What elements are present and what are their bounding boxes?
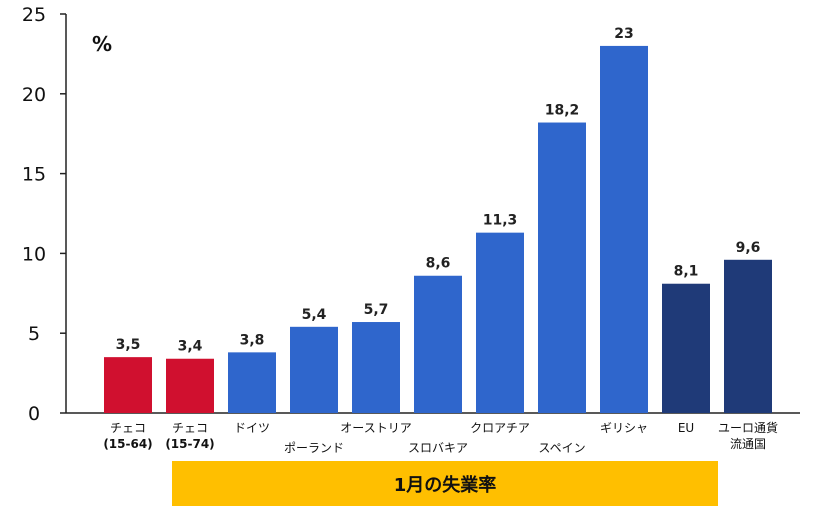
data-label: 18,2 xyxy=(545,103,580,119)
y-unit-label: % xyxy=(92,32,113,56)
x-tick-label: ドイツ xyxy=(234,421,270,435)
chart-title: 1月の失業率 xyxy=(172,461,718,506)
bar xyxy=(228,352,276,413)
x-tick-label: チェコ(15-74) xyxy=(165,421,214,451)
bar xyxy=(104,357,152,413)
data-label: 3,5 xyxy=(116,337,141,353)
x-tick-label: オーストリア xyxy=(340,421,411,435)
data-label: 5,7 xyxy=(364,302,389,318)
bar xyxy=(352,322,400,413)
data-label: 3,4 xyxy=(178,339,203,355)
bar xyxy=(476,232,524,413)
data-label: 23 xyxy=(614,26,633,42)
y-tick-label: 10 xyxy=(22,243,46,265)
data-label: 8,1 xyxy=(674,264,699,280)
bar xyxy=(600,45,648,414)
data-label: 3,8 xyxy=(240,332,265,348)
data-label: 5,4 xyxy=(302,307,327,323)
labels: 3,5 チェコ(15-64) 3,4 チェコ(15-74) 3,8 ドイツ 5,4 ポーランド… xyxy=(103,26,778,455)
x-tick-label: ポーランド xyxy=(284,441,344,455)
y-tick-label: 20 xyxy=(22,84,46,106)
bar xyxy=(166,358,214,413)
bar xyxy=(724,259,772,413)
x-tick-label: EU xyxy=(678,421,694,435)
x-tick-label: ギリシャ xyxy=(600,421,648,435)
bar xyxy=(290,326,338,413)
y-tick-label: 25 xyxy=(22,4,46,26)
data-label: 11,3 xyxy=(483,213,518,229)
x-tick-label: チェコ(15-64) xyxy=(103,421,152,451)
data-label: 9,6 xyxy=(736,240,761,256)
data-label: 8,6 xyxy=(426,256,451,272)
y-tick-label: 15 xyxy=(22,164,46,186)
bar xyxy=(538,122,586,413)
bar xyxy=(662,283,710,413)
x-tick-label: スロバキア xyxy=(408,441,468,455)
y-tick-label: 5 xyxy=(28,323,40,345)
y-tick-label: 0 xyxy=(28,403,40,425)
bars xyxy=(104,45,772,414)
x-tick-label: スペイン xyxy=(538,441,585,455)
x-tick-label: ユーロ通貨流通国 xyxy=(718,420,778,451)
x-tick-label: クロアチア xyxy=(470,421,530,435)
bar xyxy=(414,275,462,413)
